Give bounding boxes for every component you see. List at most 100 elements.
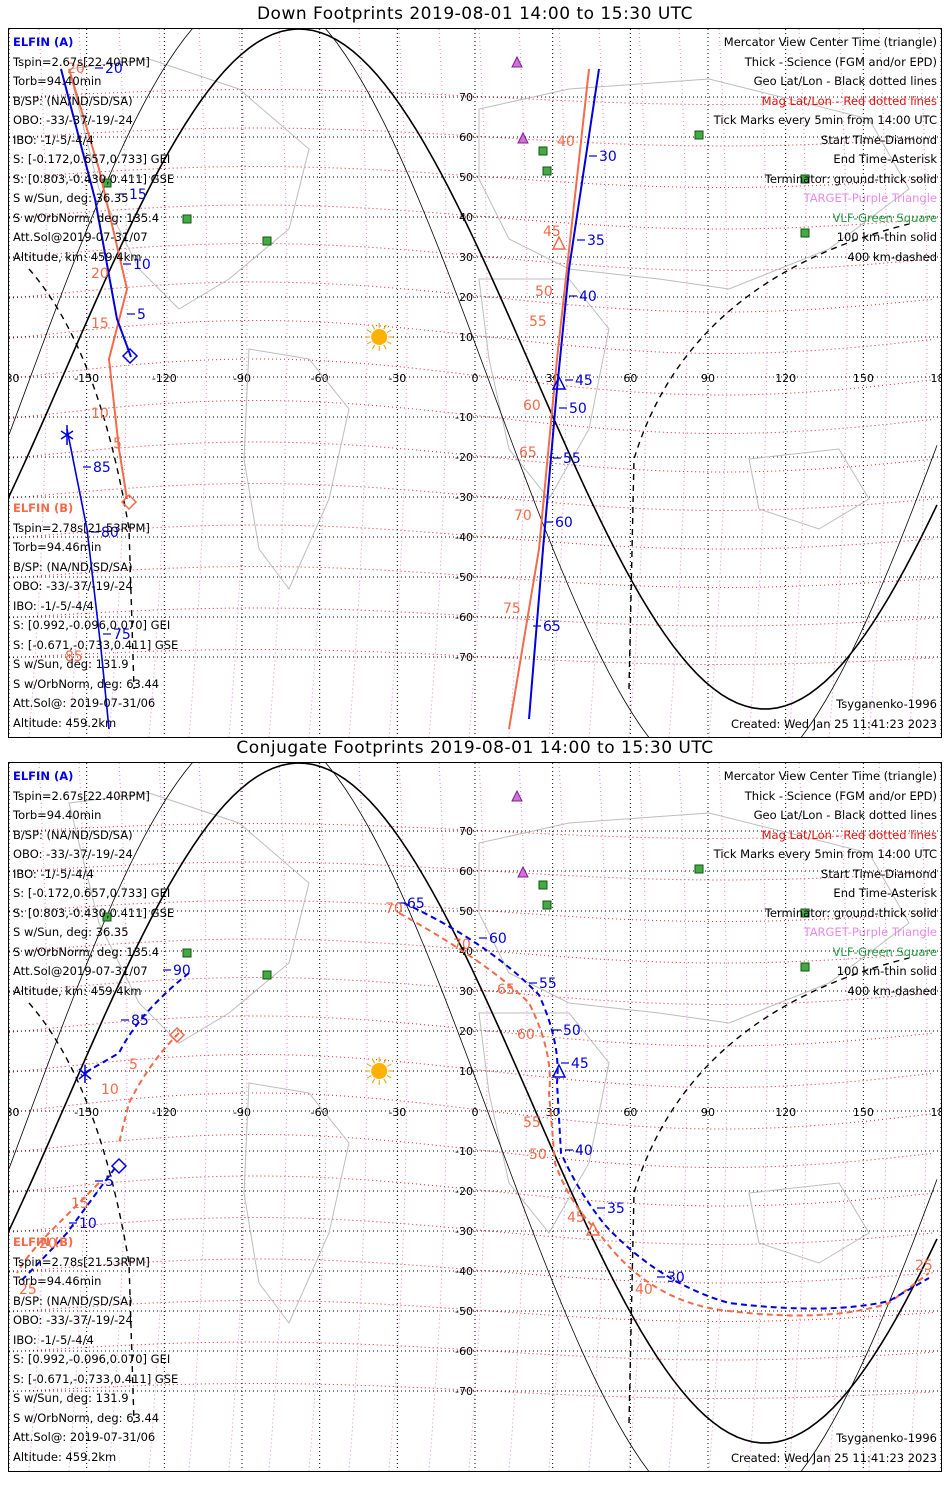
- tick-label-orange: 45: [567, 1210, 585, 1226]
- lat-label: -20: [455, 451, 473, 464]
- mag-lon-line: [828, 29, 848, 737]
- tick-label-orange: 40: [635, 1282, 653, 1298]
- info-line: S: [-0.671,-0.733,0.411] GSE: [13, 637, 179, 652]
- lon-label: -120: [152, 1106, 177, 1119]
- elfin-a-track: [66, 428, 110, 730]
- tick-label-blue: 85: [93, 460, 111, 476]
- down-footprints-map[interactable]: 180 -150 -120 -90 -60 -30 0 30 60 90 120 150 180 70 60…: [8, 28, 942, 738]
- tick-label-orange: 15: [91, 316, 109, 332]
- lat-label: -70: [455, 1385, 473, 1398]
- tick-label-blue: 10: [133, 257, 151, 273]
- tick-label-orange: 15: [71, 1196, 89, 1212]
- coastline: [243, 348, 350, 590]
- mag-lon-line: [188, 763, 208, 1471]
- sun-ray: [386, 1063, 392, 1067]
- lat-label: 30: [459, 251, 473, 264]
- mag-lon-line: [228, 763, 248, 1471]
- lat-label: -20: [455, 1185, 473, 1198]
- tick-label-blue: 50: [563, 1023, 581, 1039]
- mag-lon-line: [708, 763, 728, 1471]
- start-diamond: [110, 1157, 128, 1175]
- tick-label-orange: 65: [519, 445, 537, 461]
- info-line: S: [0.803,-0.430,0.411] GSE: [13, 171, 175, 186]
- tick-label-orange: 20: [39, 1236, 57, 1252]
- tick-label-blue: 40: [579, 289, 597, 305]
- lon-label: 30: [546, 1106, 560, 1119]
- panel-1-title: Down Footprints 2019-08-01 14:00 to 15:3…: [256, 4, 694, 24]
- map-canvas[interactable]: 180 -150 -120 -90 -60 -30 0 30 60 90 120 150 180 70 60…: [9, 763, 941, 1471]
- info-line: S: [0.992,-0.096,0.070] GEI: [13, 1352, 171, 1366]
- panel-2-title: Conjugate Footprints 2019-08-01 14:00 to…: [236, 738, 714, 758]
- mag-lat-line: [9, 1054, 934, 1088]
- lat-label: 30: [459, 985, 473, 998]
- mag-lon-line: [668, 29, 688, 737]
- elfin-b-info: ELFIN (B) Tspin=2.78s[21.53RPM] Torb=94.46…: [13, 1233, 178, 1467]
- mag-lon-line: [108, 29, 128, 737]
- center-triangle: [585, 1221, 601, 1236]
- mag-lat-line: [9, 320, 934, 354]
- lat-label: -60: [455, 1345, 473, 1358]
- info-line: ELFIN (B): [13, 501, 74, 515]
- tick-label-blue: 30: [599, 149, 617, 165]
- 400km-line: [628, 223, 910, 690]
- tick-label-blue: 55: [539, 976, 557, 992]
- info-line: B/SP: (NA/ND/SD/SA): [13, 1293, 133, 1308]
- start-diamond: [168, 1026, 186, 1044]
- mag-lon-line: [428, 763, 448, 1471]
- conjugate-footprints-map[interactable]: 180 -150 -120 -90 -60 -30 0 30 60 90 120 150 180 70 60…: [8, 762, 942, 1472]
- mag-lat-line: [9, 358, 934, 396]
- map-canvas[interactable]: 180 -150 -120 -90 -60 -30 0 30 60 90 120 150 180 70 60…: [9, 29, 941, 737]
- info-line: Altitude: 459.2km: [13, 1449, 117, 1464]
- legend-item: Tick Marks every 5min from 14:00 UTC: [713, 847, 937, 861]
- tick-label-orange: 85: [65, 649, 83, 665]
- model-label: Tsyganenko-1996: [836, 697, 937, 711]
- info-line: S w/Sun, deg: 36.35: [13, 925, 129, 939]
- info-line: ELFIN (A): [13, 769, 74, 783]
- tick-label-blue: 40: [575, 1143, 593, 1159]
- mag-lon-line: [628, 763, 648, 1471]
- vlf-square: [262, 236, 272, 246]
- mag-lon-line: [268, 763, 288, 1471]
- legend-item: Mercator View Center Time (triangle): [723, 35, 937, 49]
- mag-lon-line: [588, 29, 608, 737]
- lon-label: -120: [152, 372, 177, 385]
- 100km-line: [9, 29, 938, 737]
- lat-label: -10: [455, 1145, 473, 1158]
- tick-label-orange: 50: [535, 284, 553, 300]
- info-line: S w/Sun, deg: 131.9: [13, 657, 129, 671]
- elfin-a-info: ELFIN (A) Tspin=2.67s[22.40RPM] Torb=94.40…: [13, 33, 174, 267]
- coastline: [68, 58, 310, 310]
- info-line: Torb=94.46min: [13, 540, 102, 554]
- tick-label-blue: 60: [555, 515, 573, 531]
- info-line: Att.Sol@: 2019-07-31/06: [13, 1430, 156, 1444]
- mag-lat-line: [9, 400, 934, 434]
- info-line: Altitude, km: 459.4km: [13, 249, 142, 264]
- terminator-line: [9, 763, 938, 1444]
- mag-lon-line: [28, 763, 48, 1471]
- mag-lon-line: [148, 763, 168, 1471]
- start-diamond: [120, 493, 138, 511]
- mag-lon-line: [468, 763, 488, 1471]
- legend-item: End Time-Asterisk: [833, 886, 937, 900]
- legend: Mercator View Center Time (triangle) Thic…: [714, 767, 937, 1001]
- tick-label-blue: 45: [575, 373, 593, 389]
- info-line: Altitude: 459.2km: [13, 715, 117, 730]
- info-line: IBO: -1/-5/-4/4: [13, 1332, 94, 1347]
- mag-lon-line: [348, 763, 368, 1471]
- target-triangle: [517, 131, 529, 144]
- lon-label: 180: [931, 372, 942, 385]
- coastline: [478, 278, 610, 500]
- info-line: B/SP: (NA/ND/SD/SA): [13, 93, 133, 108]
- lon-label: -150: [74, 372, 99, 385]
- lon-label: -30: [388, 372, 406, 385]
- elfin-a-track: [80, 972, 190, 1076]
- tick-label-blue: 45: [571, 1056, 589, 1072]
- terminator-line: [9, 29, 938, 710]
- 100km-line: [9, 763, 938, 1471]
- mag-lon-line: [908, 763, 928, 1471]
- elfin-b-track: [508, 68, 590, 730]
- vlf-square: [800, 962, 810, 972]
- tick-label-blue: 5: [137, 307, 146, 323]
- vlf-square: [538, 880, 548, 890]
- vlf-square: [800, 228, 810, 238]
